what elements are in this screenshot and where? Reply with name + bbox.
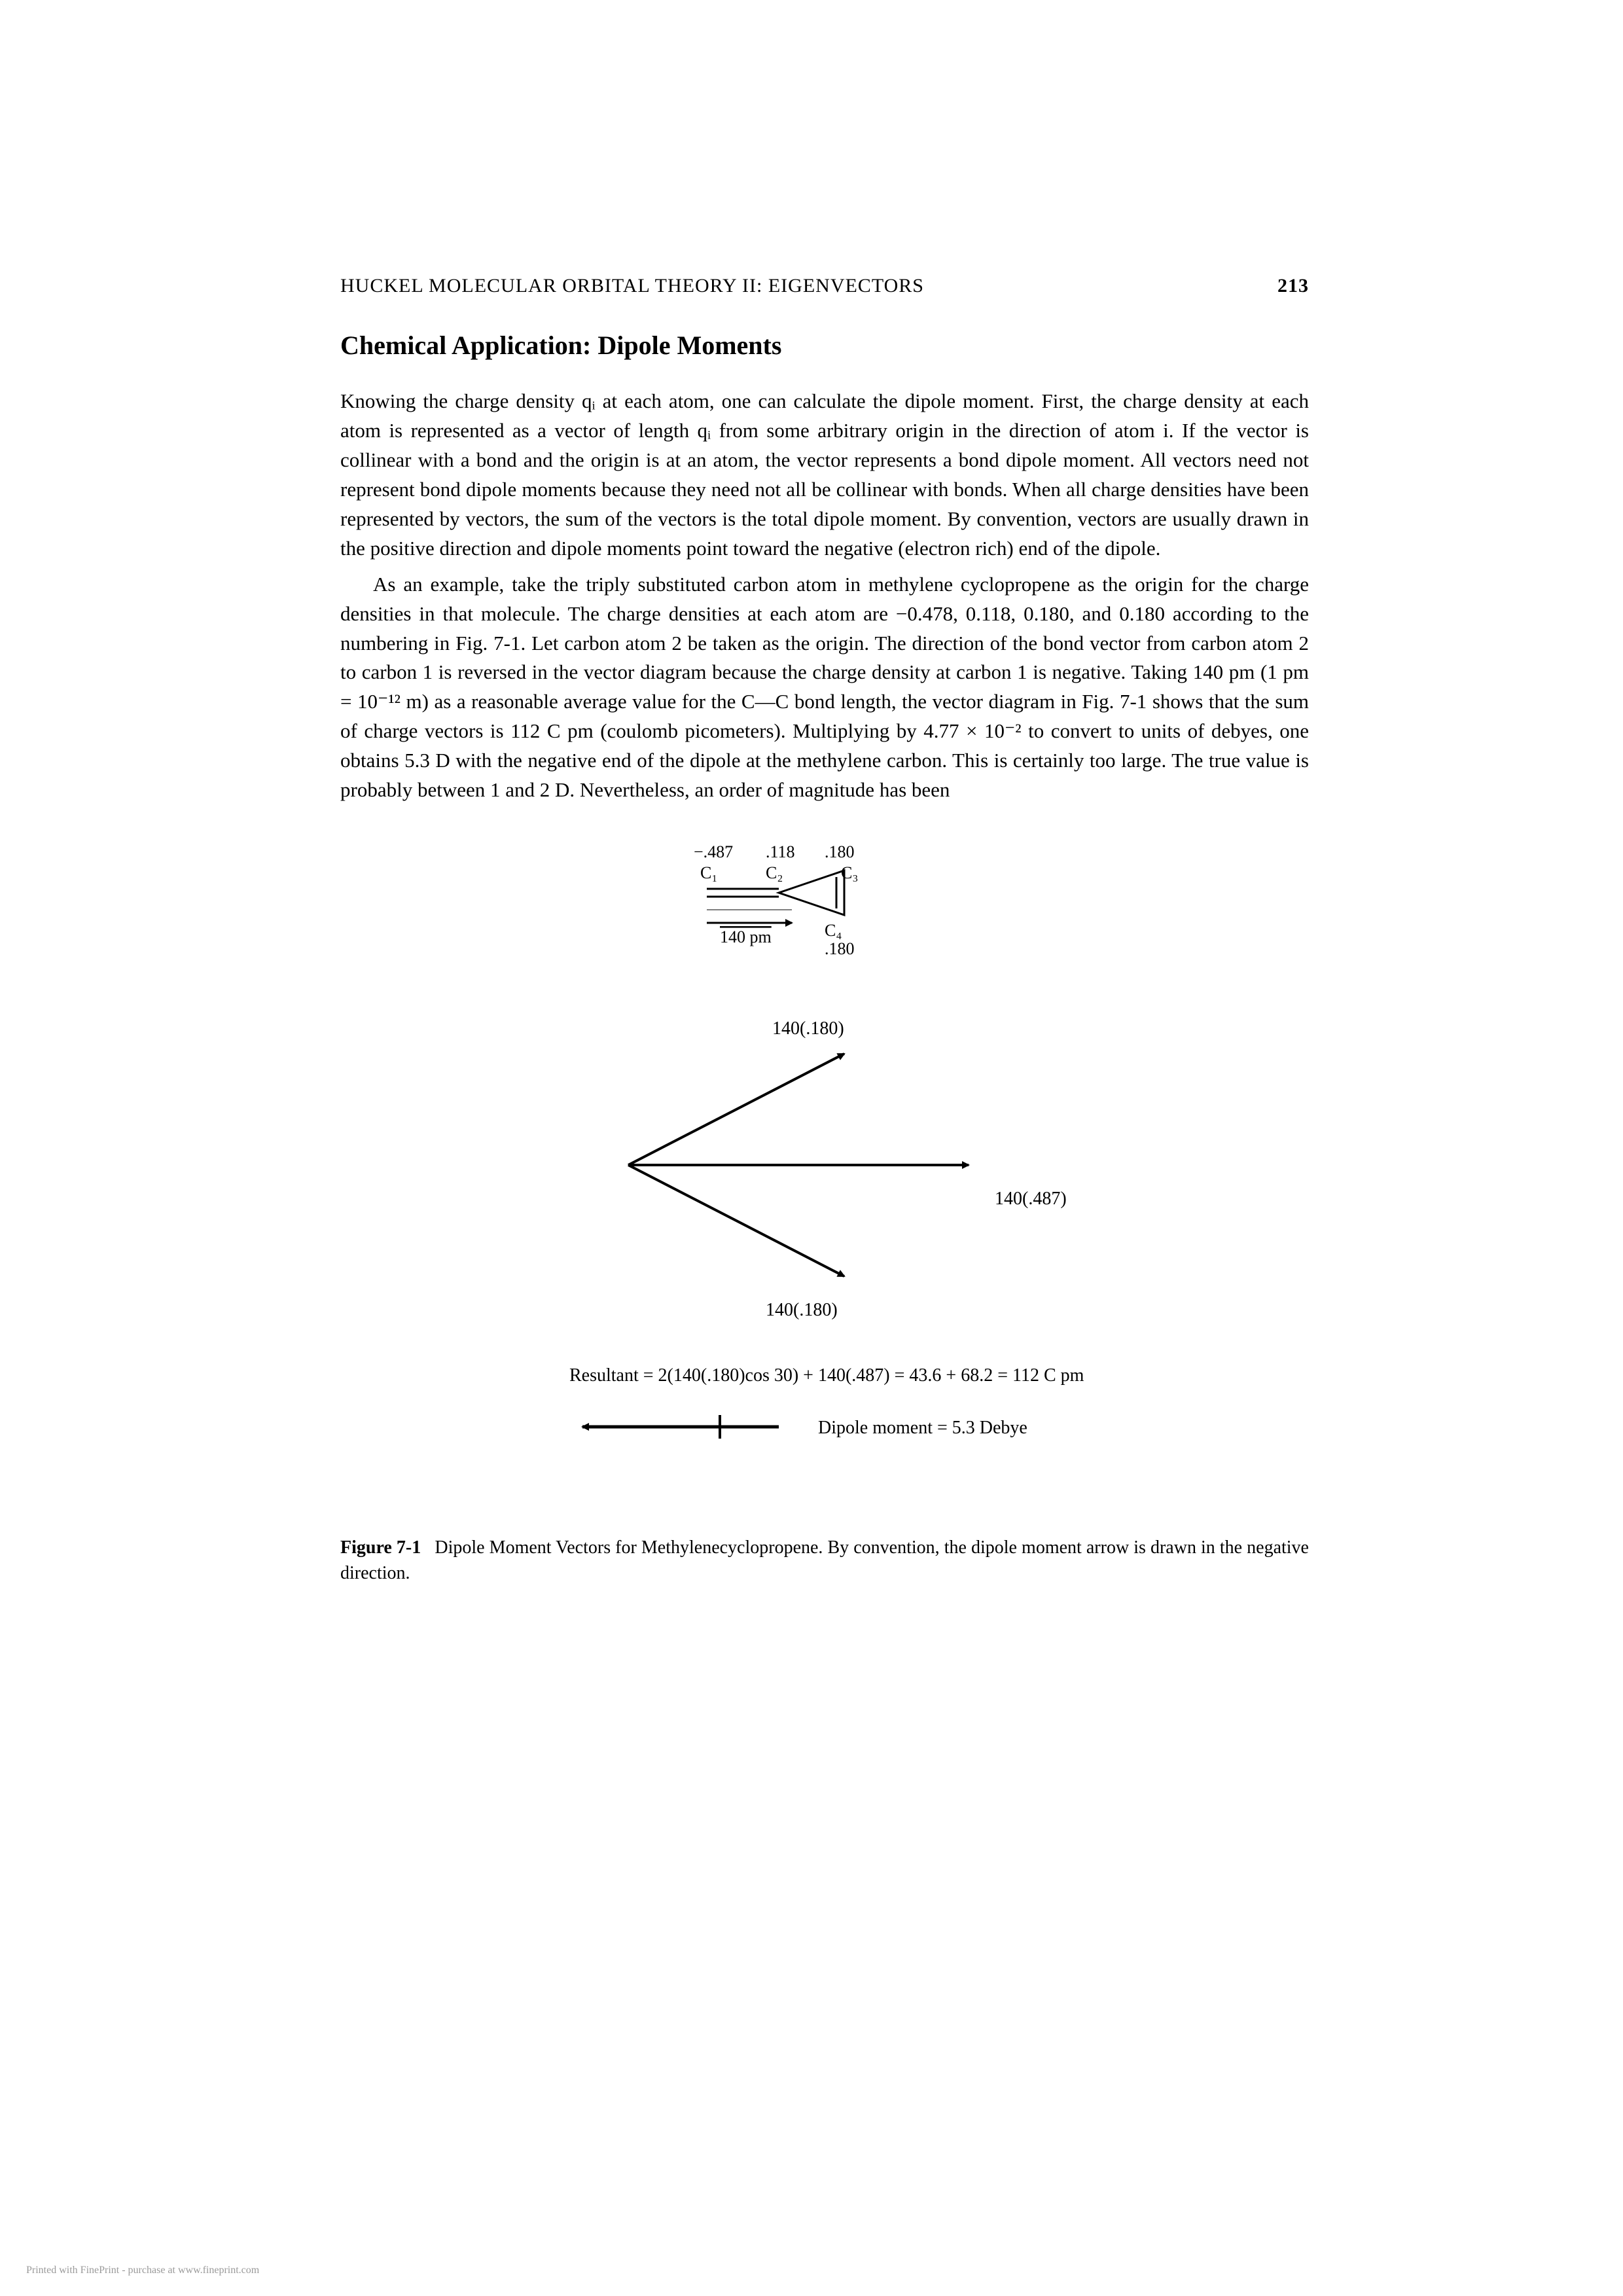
figure-label: Figure 7-1 [340, 1537, 421, 1558]
figure-caption: Figure 7-1 Dipole Moment Vectors for Met… [340, 1535, 1309, 1586]
running-title: HUCKEL MOLECULAR ORBITAL THEORY II: EIGE… [340, 275, 924, 297]
c3-charge: .180 [825, 842, 855, 861]
c2-charge: .118 [766, 842, 795, 861]
c2-label: C₂ [766, 863, 783, 882]
resultant-equation: Resultant = 2(140(.180)cos 30) + 140(.48… [569, 1365, 1084, 1386]
vector-right-label: 140(.487) [995, 1189, 1067, 1209]
molecule-diagram: −.487 .118 .180 C₁ C₂ C₃ C₄ .180 140 pm [694, 842, 858, 958]
page-number: 213 [1277, 275, 1309, 297]
running-header: HUCKEL MOLECULAR ORBITAL THEORY II: EIGE… [340, 275, 1309, 297]
c4-label: C₄ [825, 921, 842, 940]
c1-charge: −.487 [694, 842, 733, 861]
c1-label: C₁ [700, 863, 717, 882]
figure-svg: −.487 .118 .180 C₁ C₂ C₃ C₄ .180 140 pm [465, 831, 1185, 1518]
page-content: HUCKEL MOLECULAR ORBITAL THEORY II: EIGE… [340, 275, 1309, 1605]
c4-charge: .180 [825, 939, 855, 958]
figure-7-1: −.487 .118 .180 C₁ C₂ C₃ C₄ .180 140 pm [340, 831, 1309, 1586]
vector-lower-label: 140(.180) [766, 1300, 838, 1320]
vector-upper-label: 140(.180) [772, 1018, 844, 1039]
paragraph-1: Knowing the charge density qᵢ at each at… [340, 387, 1309, 564]
paragraph-2: As an example, take the triply substitut… [340, 570, 1309, 806]
footer-note: Printed with FinePrint - purchase at www… [26, 2265, 259, 2276]
section-title: Chemical Application: Dipole Moments [340, 330, 1309, 361]
dipole-moment-label: Dipole moment = 5.3 Debye [818, 1418, 1027, 1438]
dipole-arrow: Dipole moment = 5.3 Debye [582, 1415, 1027, 1439]
bond-length-label: 140 pm [720, 927, 772, 946]
vector-diagram: 140(.180) 140(.487) 140(.180) [628, 1018, 1067, 1320]
figure-caption-text: Dipole Moment Vectors for Methylenecyclo… [340, 1537, 1309, 1583]
